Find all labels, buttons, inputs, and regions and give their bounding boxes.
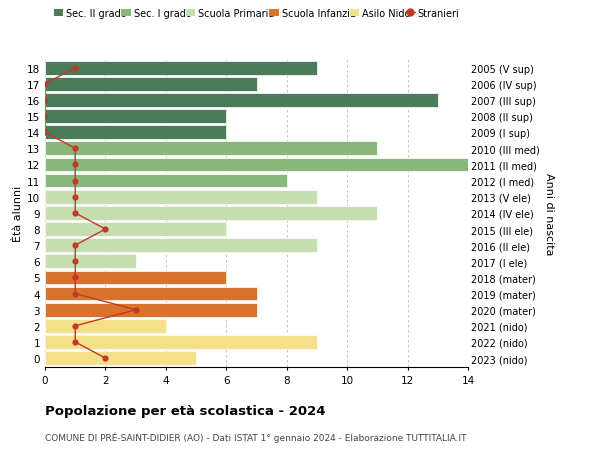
- Point: [70, 258, 80, 265]
- Point: [70, 323, 80, 330]
- Point: [101, 226, 110, 233]
- Point: [70, 274, 80, 281]
- Bar: [45, 190, 317, 204]
- Bar: [45, 94, 438, 107]
- Point: [70, 210, 80, 217]
- Bar: [45, 319, 166, 333]
- Bar: [45, 255, 136, 269]
- Bar: [45, 239, 317, 252]
- Point: [40, 97, 50, 104]
- Bar: [45, 271, 226, 285]
- Bar: [45, 352, 196, 365]
- Text: COMUNE DI PRÉ-SAINT-DIDIER (AO) - Dati ISTAT 1° gennaio 2024 - Elaborazione TUTT: COMUNE DI PRÉ-SAINT-DIDIER (AO) - Dati I…: [45, 431, 467, 442]
- Legend: Sec. II grado, Sec. I grado, Scuola Primaria, Scuola Infanzia, Asilo Nido, Stran: Sec. II grado, Sec. I grado, Scuola Prim…: [50, 5, 463, 22]
- Bar: [45, 207, 377, 220]
- Point: [70, 65, 80, 72]
- Point: [101, 355, 110, 362]
- Bar: [45, 287, 257, 301]
- Point: [40, 129, 50, 137]
- Bar: [45, 174, 287, 188]
- Point: [40, 81, 50, 88]
- Y-axis label: Anni di nascita: Anni di nascita: [544, 172, 554, 255]
- Bar: [45, 62, 317, 75]
- Point: [70, 146, 80, 153]
- Bar: [45, 126, 226, 140]
- Bar: [45, 223, 226, 236]
- Point: [70, 162, 80, 169]
- Bar: [45, 158, 468, 172]
- Bar: [45, 78, 257, 91]
- Bar: [45, 110, 226, 123]
- Point: [70, 339, 80, 346]
- Point: [70, 178, 80, 185]
- Y-axis label: Ètà alunni: Ètà alunni: [13, 185, 23, 241]
- Point: [70, 290, 80, 297]
- Text: Popolazione per età scolastica - 2024: Popolazione per età scolastica - 2024: [45, 404, 325, 417]
- Point: [70, 242, 80, 249]
- Point: [131, 306, 140, 313]
- Point: [40, 113, 50, 121]
- Bar: [45, 142, 377, 156]
- Point: [70, 194, 80, 201]
- Bar: [45, 336, 317, 349]
- Bar: [45, 303, 257, 317]
